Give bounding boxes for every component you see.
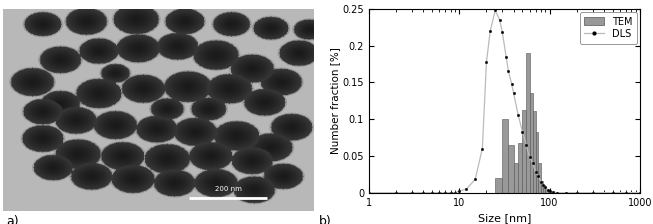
Legend: TEM, DLS: TEM, DLS (580, 12, 637, 44)
Bar (518, 143, 522, 193)
Bar (495, 178, 502, 193)
Bar (509, 145, 514, 193)
Bar (514, 163, 518, 193)
Bar (538, 163, 541, 193)
Bar (545, 189, 548, 193)
Bar (550, 192, 552, 193)
Bar (526, 53, 530, 193)
Text: b): b) (319, 215, 332, 224)
Bar (548, 191, 550, 193)
Y-axis label: Number fraction [%]: Number fraction [%] (330, 47, 340, 154)
Bar (502, 119, 509, 193)
Bar (535, 132, 538, 193)
Bar (522, 110, 526, 193)
Bar (541, 181, 543, 193)
Bar (533, 111, 535, 193)
Text: a): a) (7, 215, 19, 224)
Bar (543, 185, 545, 193)
X-axis label: Size [nm]: Size [nm] (478, 213, 531, 223)
Text: 200 nm: 200 nm (215, 186, 242, 192)
Bar (530, 93, 533, 193)
